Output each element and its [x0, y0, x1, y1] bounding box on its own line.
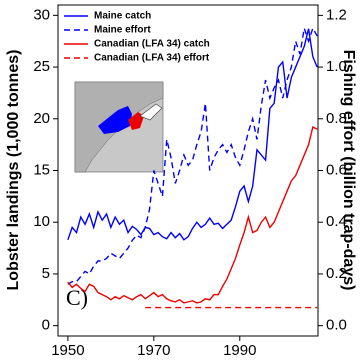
y2-tick-label: 0.6 [326, 161, 347, 178]
y-tick-label: 25 [33, 58, 50, 75]
y-tick-label: 5 [42, 265, 50, 282]
x-tick-label: 1950 [51, 342, 84, 359]
y2-tick-label: 0.0 [326, 317, 347, 334]
y2-tick-label: 1.2 [326, 6, 347, 23]
y2-tick-label: 0.4 [326, 213, 347, 230]
y2-tick-label: 0.2 [326, 265, 347, 282]
y-tick-label: 15 [33, 161, 50, 178]
y-tick-label: 20 [33, 110, 50, 127]
y-axis-label: Lobster landings (1,000 tonnes) [5, 50, 22, 291]
map-lfa34 [128, 112, 144, 130]
legend-label: Canadian (LFA 34) effort [94, 53, 210, 64]
x-tick-label: 1970 [137, 342, 170, 359]
legend-label: Maine catch [94, 11, 151, 22]
inset-map [74, 81, 164, 173]
legend-label: Canadian (LFA 34) catch [94, 39, 210, 50]
panel-label: C) [66, 285, 88, 310]
y2-tick-label: 0.8 [326, 110, 347, 127]
x-tick-label: 1990 [223, 342, 256, 359]
map-maine [98, 106, 132, 134]
y-tick-label: 0 [42, 317, 50, 334]
y2-axis-label: Fishing effort (billion trap-days) [340, 50, 357, 291]
series-line [67, 28, 318, 241]
y2-tick-label: 1.0 [326, 58, 347, 75]
legend-label: Maine effort [94, 25, 151, 36]
series-line [67, 126, 318, 304]
y-tick-label: 30 [33, 6, 50, 23]
map-nova-scotia [139, 103, 163, 121]
y-tick-label: 10 [33, 213, 50, 230]
